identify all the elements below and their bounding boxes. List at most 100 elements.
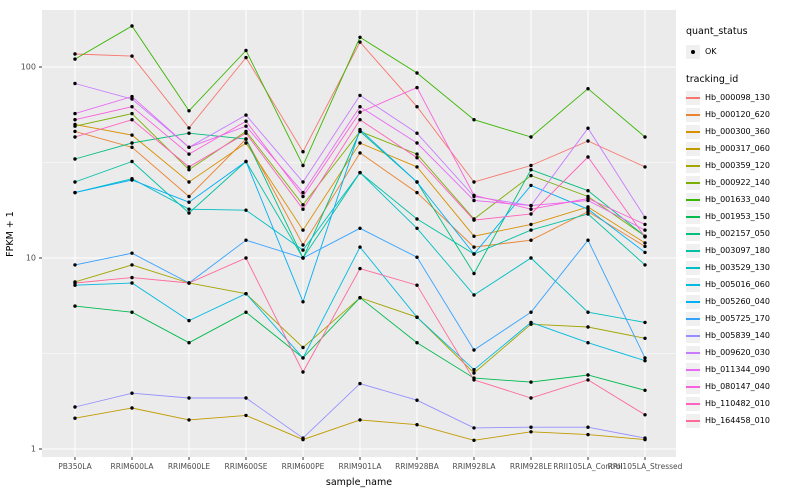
data-point: [73, 57, 77, 61]
legend-label: Hb_000317_060: [705, 144, 770, 153]
data-point: [130, 251, 134, 255]
data-point: [187, 200, 191, 204]
data-point: [415, 180, 419, 184]
data-point: [586, 341, 590, 345]
data-point: [73, 135, 77, 139]
legend-item-Hb_164458_010: Hb_164458_010: [686, 412, 798, 429]
data-point: [244, 119, 248, 123]
data-point: [529, 207, 533, 211]
data-point: [187, 152, 191, 156]
legend-key-line-icon: [686, 107, 700, 122]
legend-label: Hb_005725_170: [705, 314, 770, 323]
data-point: [244, 124, 248, 128]
data-point: [358, 118, 362, 122]
legend-item-Hb_001953_150: Hb_001953_150: [686, 208, 798, 225]
data-point: [130, 133, 134, 137]
data-point: [244, 141, 248, 145]
data-point: [472, 198, 476, 203]
data-point: [301, 248, 305, 252]
data-point: [586, 432, 590, 437]
data-point: [643, 263, 647, 267]
data-point: [187, 145, 191, 149]
data-point: [415, 156, 419, 160]
data-point: [130, 275, 134, 280]
x-tick-label: RRII105LA_Stressed: [608, 462, 683, 471]
y-tick-label: 1: [31, 445, 36, 454]
data-point: [358, 141, 362, 145]
data-point: [358, 266, 362, 271]
data-point: [244, 238, 248, 242]
legend-item-Hb_005016_060: Hb_005016_060: [686, 276, 798, 293]
data-point: [586, 373, 590, 377]
data-point: [73, 281, 77, 285]
legend-item-Hb_000317_060: Hb_000317_060: [686, 140, 798, 157]
legend-label: Hb_005260_040: [705, 297, 770, 306]
data-point: [301, 300, 305, 304]
data-point: [472, 245, 476, 249]
data-point: [643, 222, 647, 227]
legend-key-line-icon: [686, 328, 700, 343]
data-point: [529, 222, 533, 227]
data-point: [643, 215, 647, 220]
data-point: [244, 113, 248, 117]
plot-panel: [42, 10, 676, 457]
legend-item-Hb_003097_180: Hb_003097_180: [686, 242, 798, 259]
legend-label: Hb_009620_030: [705, 348, 770, 357]
data-point: [358, 105, 362, 109]
data-point: [529, 320, 533, 325]
data-point: [586, 196, 590, 201]
data-point: [130, 159, 134, 164]
data-point: [586, 155, 590, 159]
data-point: [415, 255, 419, 259]
data-point: [301, 207, 305, 211]
data-point: [472, 438, 476, 442]
data-point: [415, 85, 419, 90]
legend-label: Hb_000120_620: [705, 110, 770, 119]
legend-label: Hb_005839_140: [705, 331, 770, 340]
data-point: [358, 110, 362, 114]
x-tick-label: RRIM928BA: [395, 462, 440, 471]
data-point: [301, 150, 305, 154]
legend-key-line-icon: [686, 277, 700, 292]
data-point: [130, 105, 134, 109]
data-point: [529, 183, 533, 188]
data-point: [643, 436, 647, 440]
legend-item-Hb_000359_120: Hb_000359_120: [686, 157, 798, 174]
data-point: [529, 396, 533, 400]
data-point: [586, 425, 590, 429]
legend-label: Hb_001633_040: [705, 195, 770, 204]
data-point: [358, 418, 362, 422]
data-point: [301, 194, 305, 199]
legend-item-Hb_000300_360: Hb_000300_360: [686, 123, 798, 140]
data-point: [358, 151, 362, 155]
data-point: [301, 345, 305, 350]
data-point: [301, 163, 305, 168]
data-point: [529, 310, 533, 314]
data-point: [244, 137, 248, 141]
data-point: [73, 129, 77, 134]
data-point: [187, 180, 191, 184]
data-point: [301, 243, 305, 247]
data-point: [73, 263, 77, 267]
legend-label: Hb_001953_150: [705, 212, 770, 221]
data-point: [415, 217, 419, 221]
data-point: [472, 271, 476, 276]
data-point: [130, 141, 134, 145]
legend: quant_status OK tracking_id Hb_000098_13…: [686, 26, 798, 429]
data-point: [244, 48, 248, 53]
data-point: [244, 208, 248, 212]
data-point: [301, 228, 305, 232]
data-point: [187, 165, 191, 169]
legend-item-Hb_000120_620: Hb_000120_620: [686, 106, 798, 123]
data-point: [643, 250, 647, 255]
data-point: [301, 190, 305, 195]
data-point: [358, 35, 362, 39]
data-point: [301, 356, 305, 360]
data-point: [415, 152, 419, 156]
data-point: [244, 310, 248, 314]
data-point: [586, 378, 590, 382]
data-point: [187, 211, 191, 215]
data-point: [415, 131, 419, 135]
legend-item-Hb_005839_140: Hb_005839_140: [686, 327, 798, 344]
